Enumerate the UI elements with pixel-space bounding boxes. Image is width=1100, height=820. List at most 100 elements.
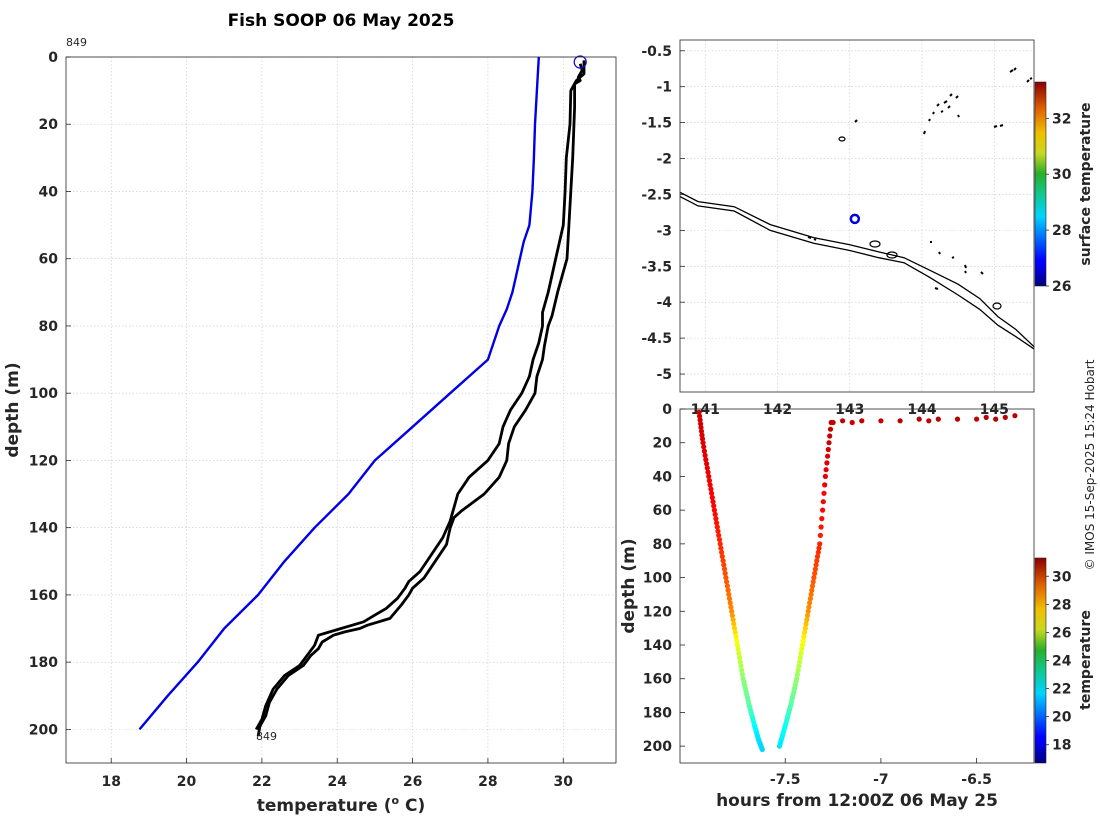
timeseries-point	[825, 453, 831, 459]
map-colorbar-tick-label: 28	[1052, 223, 1071, 239]
timeseries-colorbar-tick-label: 28	[1052, 597, 1071, 613]
timeseries-point	[699, 432, 705, 438]
profile-y-tick-label: 100	[29, 386, 58, 402]
timeseries-y-tick-label: 0	[662, 402, 672, 418]
island-shape	[838, 136, 846, 142]
timeseries-point	[916, 416, 922, 422]
timeseries-point	[709, 490, 715, 496]
timeseries-point	[801, 634, 807, 640]
timeseries-point	[827, 433, 833, 439]
timeseries-point	[736, 650, 742, 657]
map-colorbar-tick-label: 32	[1052, 111, 1071, 127]
map-y-tick-label: -5	[656, 367, 672, 383]
timeseries-chart: -7.5 -7 -6.5 0 20 40 60 80 100 120 140 160 180 200 ho…	[619, 402, 1094, 811]
timeseries-point	[1002, 414, 1008, 420]
timeseries-point	[878, 418, 884, 424]
map-coastlines	[679, 67, 1035, 350]
timeseries-y-tick-label: 140	[643, 638, 672, 654]
timeseries-point	[812, 566, 819, 572]
timeseries-point	[796, 663, 802, 669]
timeseries-point	[954, 416, 961, 422]
timeseries-point	[697, 417, 703, 423]
timeseries-frame	[679, 408, 1035, 764]
timeseries-point	[803, 621, 809, 627]
profile-annotation-bottom: 849	[256, 730, 277, 743]
timeseries-point	[826, 440, 832, 446]
timeseries-point	[813, 562, 819, 568]
timeseries-x-axis-label: hours from 12:00Z 06 May 25	[716, 791, 998, 811]
timeseries-point	[712, 511, 718, 517]
timeseries-point	[709, 494, 715, 501]
profile-y-tick-label: 200	[29, 722, 58, 738]
timeseries-point	[730, 617, 736, 623]
timeseries-point	[710, 499, 716, 505]
map-y-tick-label: -1.5	[641, 116, 672, 132]
timeseries-x-tick-label: -7.5	[770, 772, 801, 788]
timeseries-point	[807, 600, 813, 606]
profile-x-axis-label: temperature (o C)	[257, 794, 426, 816]
timeseries-point	[726, 596, 733, 602]
timeseries-point	[804, 617, 810, 623]
timeseries-y-tick-label: 200	[643, 739, 672, 755]
timeseries-point	[804, 612, 811, 619]
island-shape	[923, 93, 960, 135]
map-colorbar-tick-label: 26	[1052, 279, 1071, 295]
timeseries-y-tick-label: 20	[653, 436, 673, 452]
timeseries-point	[840, 418, 846, 424]
map-y-tick-label: -1	[656, 80, 672, 96]
map-frame	[679, 39, 1035, 393]
timeseries-point	[704, 461, 710, 467]
profile-series	[138, 55, 587, 737]
timeseries-point	[706, 478, 713, 484]
timeseries-colorbar-tick-label: 26	[1052, 625, 1071, 641]
island-shape	[807, 236, 817, 241]
map-coastline	[679, 191, 1035, 348]
timeseries-point	[812, 570, 818, 577]
timeseries-points	[696, 409, 1018, 753]
timeseries-point	[808, 591, 814, 598]
timeseries-point	[717, 541, 723, 547]
timeseries-point	[821, 490, 827, 496]
timeseries-y-tick-label: 40	[653, 469, 673, 485]
timeseries-point	[704, 465, 710, 471]
profile-y-tick-label: 180	[29, 655, 58, 671]
timeseries-point	[822, 482, 828, 488]
timeseries-point	[825, 446, 831, 453]
timeseries-point	[706, 473, 712, 479]
timeseries-point	[794, 676, 800, 682]
timeseries-point	[824, 460, 830, 466]
profile-y-tick-label: 120	[29, 453, 58, 469]
timeseries-point	[807, 596, 814, 602]
timeseries-point	[926, 418, 932, 424]
timeseries-point	[799, 646, 805, 652]
timeseries-point	[817, 541, 823, 547]
profile-y-tick-label: 60	[39, 252, 59, 268]
timeseries-point	[798, 650, 804, 657]
timeseries-point	[897, 418, 903, 424]
timeseries-point	[974, 416, 980, 422]
profile-tick-labels: 18 20 22 24 26 28 30 0 20 40 60 80 100 120 140 160 180 20…	[29, 50, 573, 790]
timeseries-y-tick-label: 160	[643, 672, 672, 688]
map-islands	[807, 67, 1033, 310]
timeseries-y-tick-label: 100	[643, 571, 672, 587]
timeseries-x-tick-label: -6.5	[961, 772, 992, 788]
map-x-tick-label: 145	[980, 402, 1009, 418]
timeseries-point	[823, 467, 829, 473]
island-shape	[886, 251, 898, 259]
timeseries-point	[737, 659, 743, 665]
credit-text: © IMOS 15-Sep-2025 15:24 Hobart	[1083, 359, 1097, 570]
profile-y-tick-label: 140	[29, 521, 58, 537]
timeseries-point	[729, 608, 735, 614]
map-y-tick-label: -4.5	[641, 331, 672, 347]
timeseries-colorbar-tick-label: 20	[1052, 710, 1072, 726]
timeseries-point	[802, 629, 808, 636]
profile-chart: 18 20 22 24 26 28 30 0 20 40 60 80 100 120 140 160 180 20…	[3, 36, 617, 816]
map-colorbar-ticks: 26 28 30 32	[1046, 111, 1072, 295]
timeseries-point	[728, 604, 734, 610]
profile-x-tick-label: 26	[403, 774, 422, 790]
timeseries-point	[705, 469, 711, 475]
map-gridlines	[680, 40, 1034, 392]
timeseries-point	[735, 646, 741, 652]
timeseries-point	[859, 418, 865, 424]
profile-line-blue	[138, 56, 540, 731]
